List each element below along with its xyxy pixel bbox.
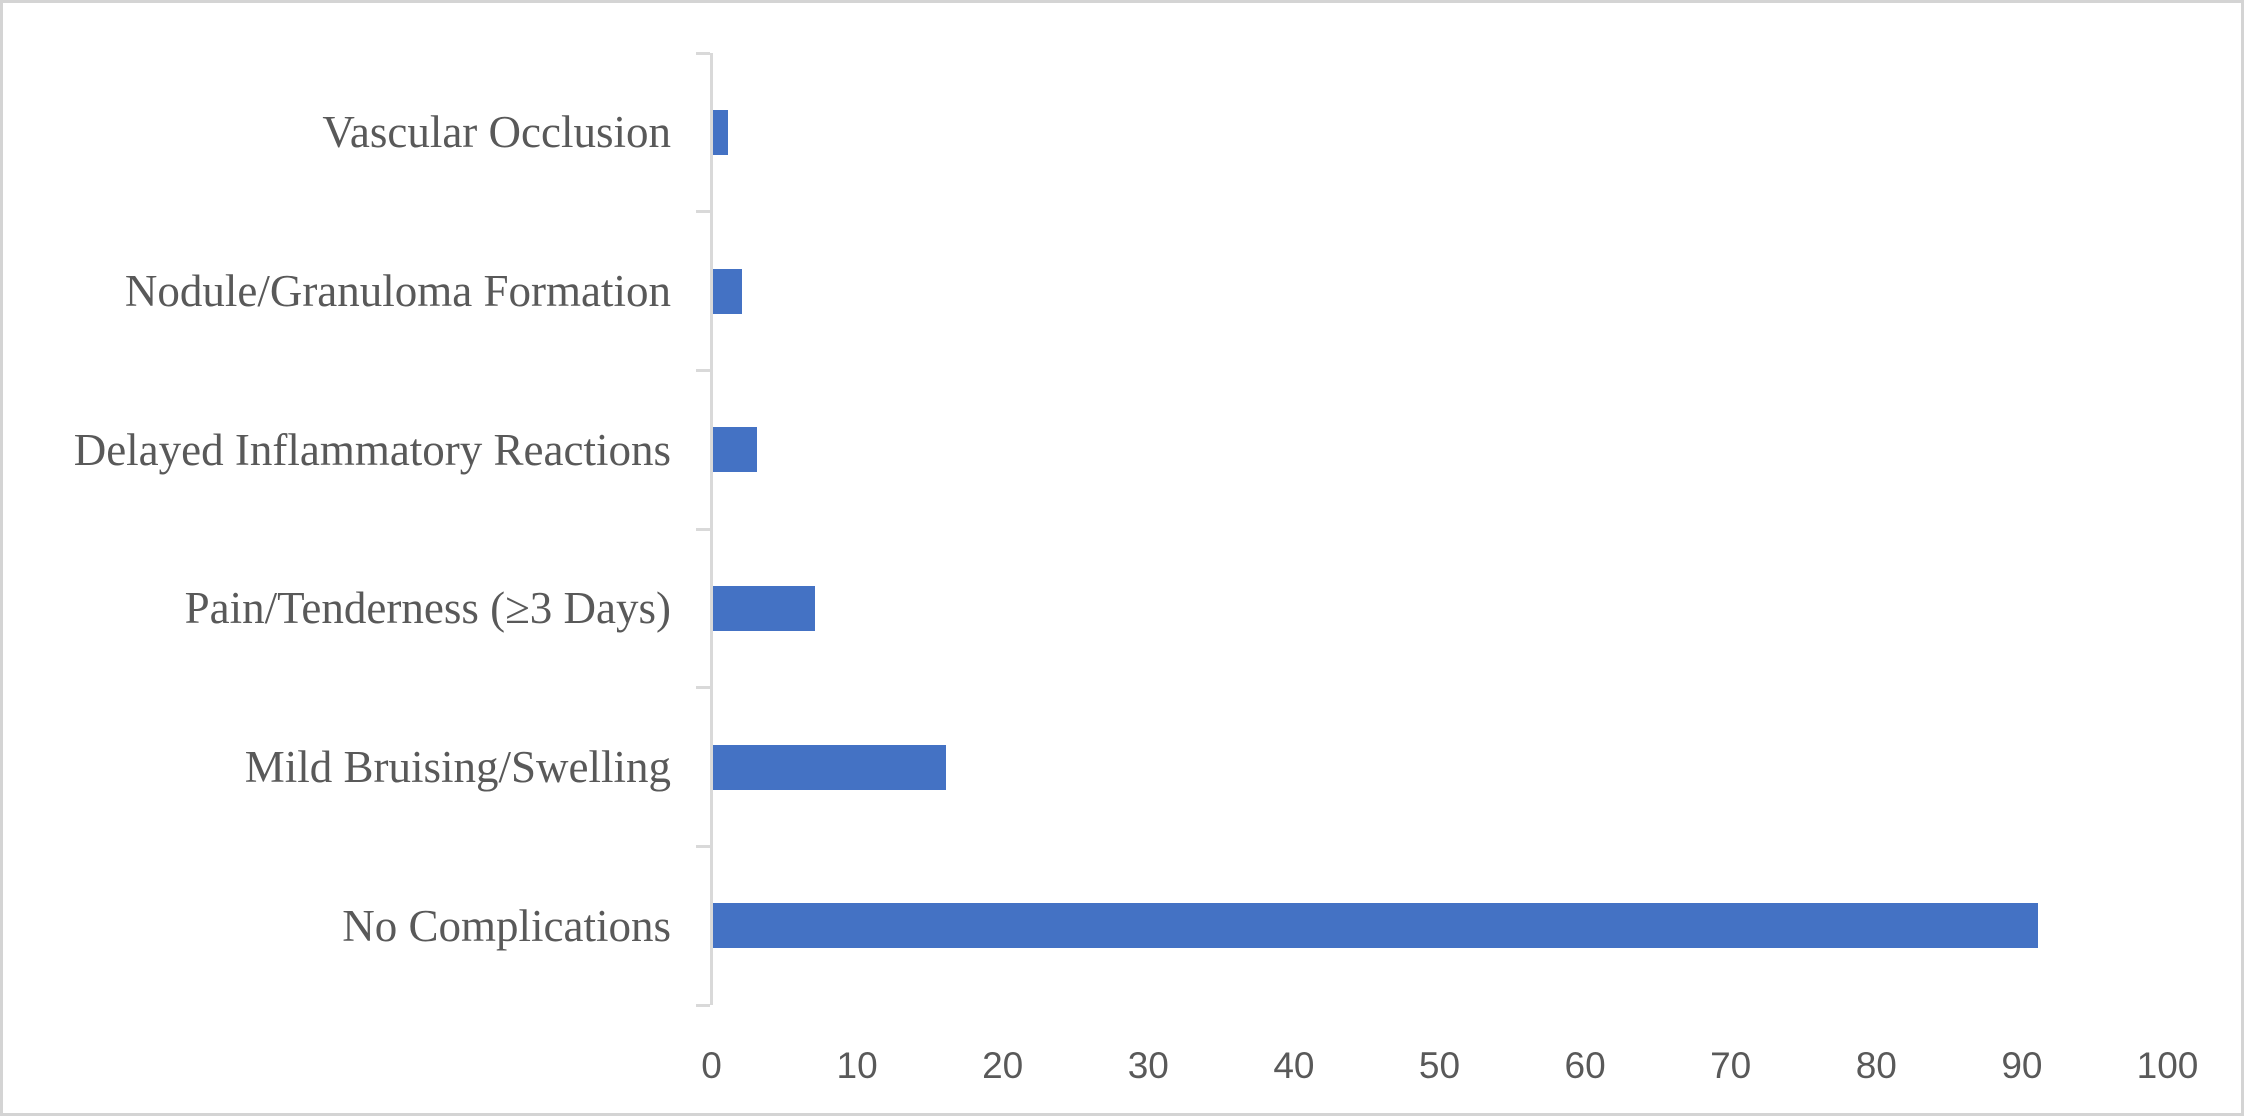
category-label: Vascular Occlusion (322, 107, 671, 158)
category-axis-tick-mark (696, 527, 710, 531)
category-axis-tick-mark (696, 368, 710, 372)
category-axis-line (710, 53, 713, 1005)
bar (713, 427, 757, 473)
x-axis-tick-label: 100 (2136, 1045, 2199, 1086)
category-axis-tick-mark (696, 686, 710, 690)
x-axis-tick-label: 40 (1273, 1045, 1315, 1086)
x-axis-tick-label: 60 (1564, 1045, 1606, 1086)
x-axis-tick-label: 20 (982, 1045, 1024, 1086)
category-label: Nodule/Granuloma Formation (124, 265, 671, 316)
category-axis-tick-mark (696, 210, 710, 214)
x-axis-tick-label: 70 (1710, 1045, 1752, 1086)
category-label: No Complications (342, 900, 671, 951)
category-label: Delayed Inflammatory Reactions (73, 424, 671, 475)
bar (713, 268, 743, 314)
bar-chart-plot-area: Vascular Occlusion Nodule/Granuloma Forma… (3, 3, 2241, 1113)
bar (713, 109, 728, 155)
x-axis-tick-label: 80 (1855, 1045, 1897, 1086)
bar (713, 903, 2038, 949)
category-label: Mild Bruising/Swelling (244, 741, 671, 792)
x-axis-tick-label: 90 (2001, 1045, 2043, 1086)
category-axis-tick-mark (696, 844, 710, 848)
category-label: Pain/Tenderness (≥3 Days) (184, 583, 671, 634)
category-axis-tick-mark (696, 51, 710, 55)
category-axis-tick-mark (696, 1003, 710, 1007)
x-axis-tick-label: 30 (1127, 1045, 1169, 1086)
bar (713, 744, 946, 790)
x-axis-tick-label: 0 (701, 1045, 722, 1086)
x-axis-tick-label: 50 (1418, 1045, 1461, 1086)
x-axis-tick-label: 10 (836, 1045, 878, 1086)
bar (713, 585, 815, 631)
